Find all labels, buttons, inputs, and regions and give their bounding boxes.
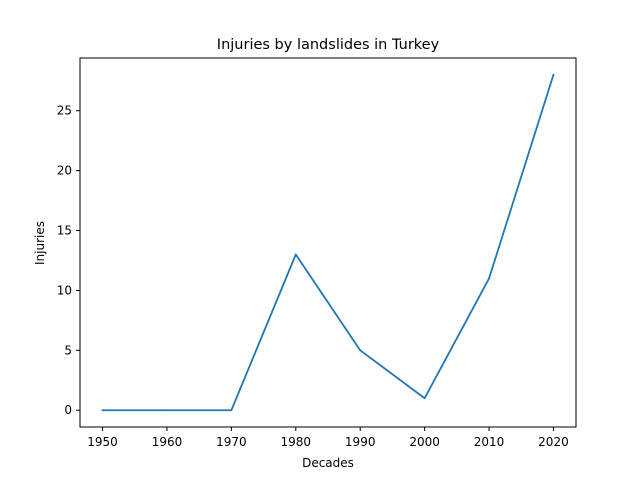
chart-title: Injuries by landslides in Turkey xyxy=(217,37,440,53)
x-tick-label: 1980 xyxy=(281,435,312,449)
series-line-0 xyxy=(101,73,555,412)
data-point-2010 xyxy=(488,277,490,280)
x-tick-label: 2020 xyxy=(538,435,569,449)
plot-frame xyxy=(79,57,577,428)
y-tick-label: 15 xyxy=(57,224,72,238)
x-axis-label: Decades xyxy=(302,456,354,470)
plot-area xyxy=(101,73,555,412)
x-tick-label: 2010 xyxy=(474,435,505,449)
data-point-1990 xyxy=(359,349,362,352)
x-tick-label: 1990 xyxy=(345,435,376,449)
y-tick-label: 20 xyxy=(57,164,72,178)
y-axis: 0 5 10 15 20 25 xyxy=(57,104,80,417)
x-tick-label: 1950 xyxy=(87,435,118,449)
y-tick-label: 25 xyxy=(57,104,72,118)
x-tick-label: 2000 xyxy=(409,435,440,449)
y-tick-label: 0 xyxy=(64,403,72,417)
y-axis-label: Injuries xyxy=(33,221,47,265)
data-point-1970 xyxy=(230,409,233,412)
x-tick-label: 1970 xyxy=(216,435,247,449)
y-tick-label: 10 xyxy=(57,283,72,297)
data-point-1960 xyxy=(166,409,168,412)
x-axis: 1950 1960 1970 1980 1990 2000 2010 2020 xyxy=(87,427,569,449)
x-tick-label: 1960 xyxy=(152,435,183,449)
y-tick-label: 5 xyxy=(64,343,72,357)
data-point-2020 xyxy=(552,73,555,76)
data-point-1950 xyxy=(101,409,104,412)
data-point-1980 xyxy=(294,253,297,256)
data-point-2000 xyxy=(423,397,426,400)
